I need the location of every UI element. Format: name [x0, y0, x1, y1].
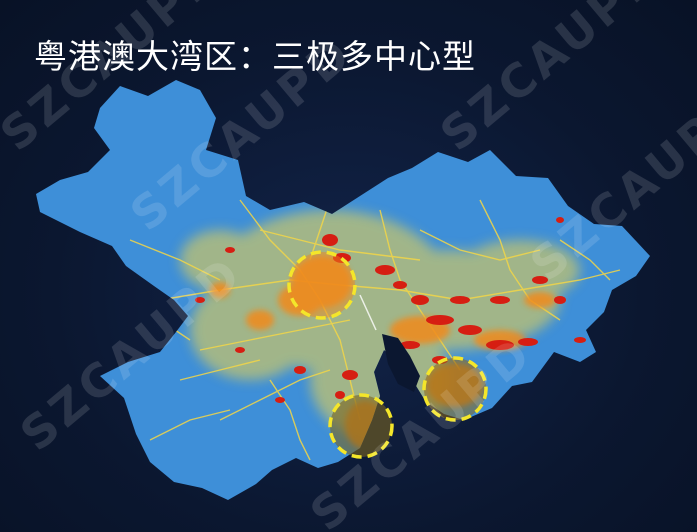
shenzhen-hongkong-center [422, 356, 488, 422]
guangzhou-foshan-center [287, 250, 357, 320]
zhuhai-macau-center [328, 393, 394, 459]
pearl-river-estuary [382, 334, 420, 392]
page-title: 粤港澳大湾区：三极多中心型 [34, 37, 476, 76]
